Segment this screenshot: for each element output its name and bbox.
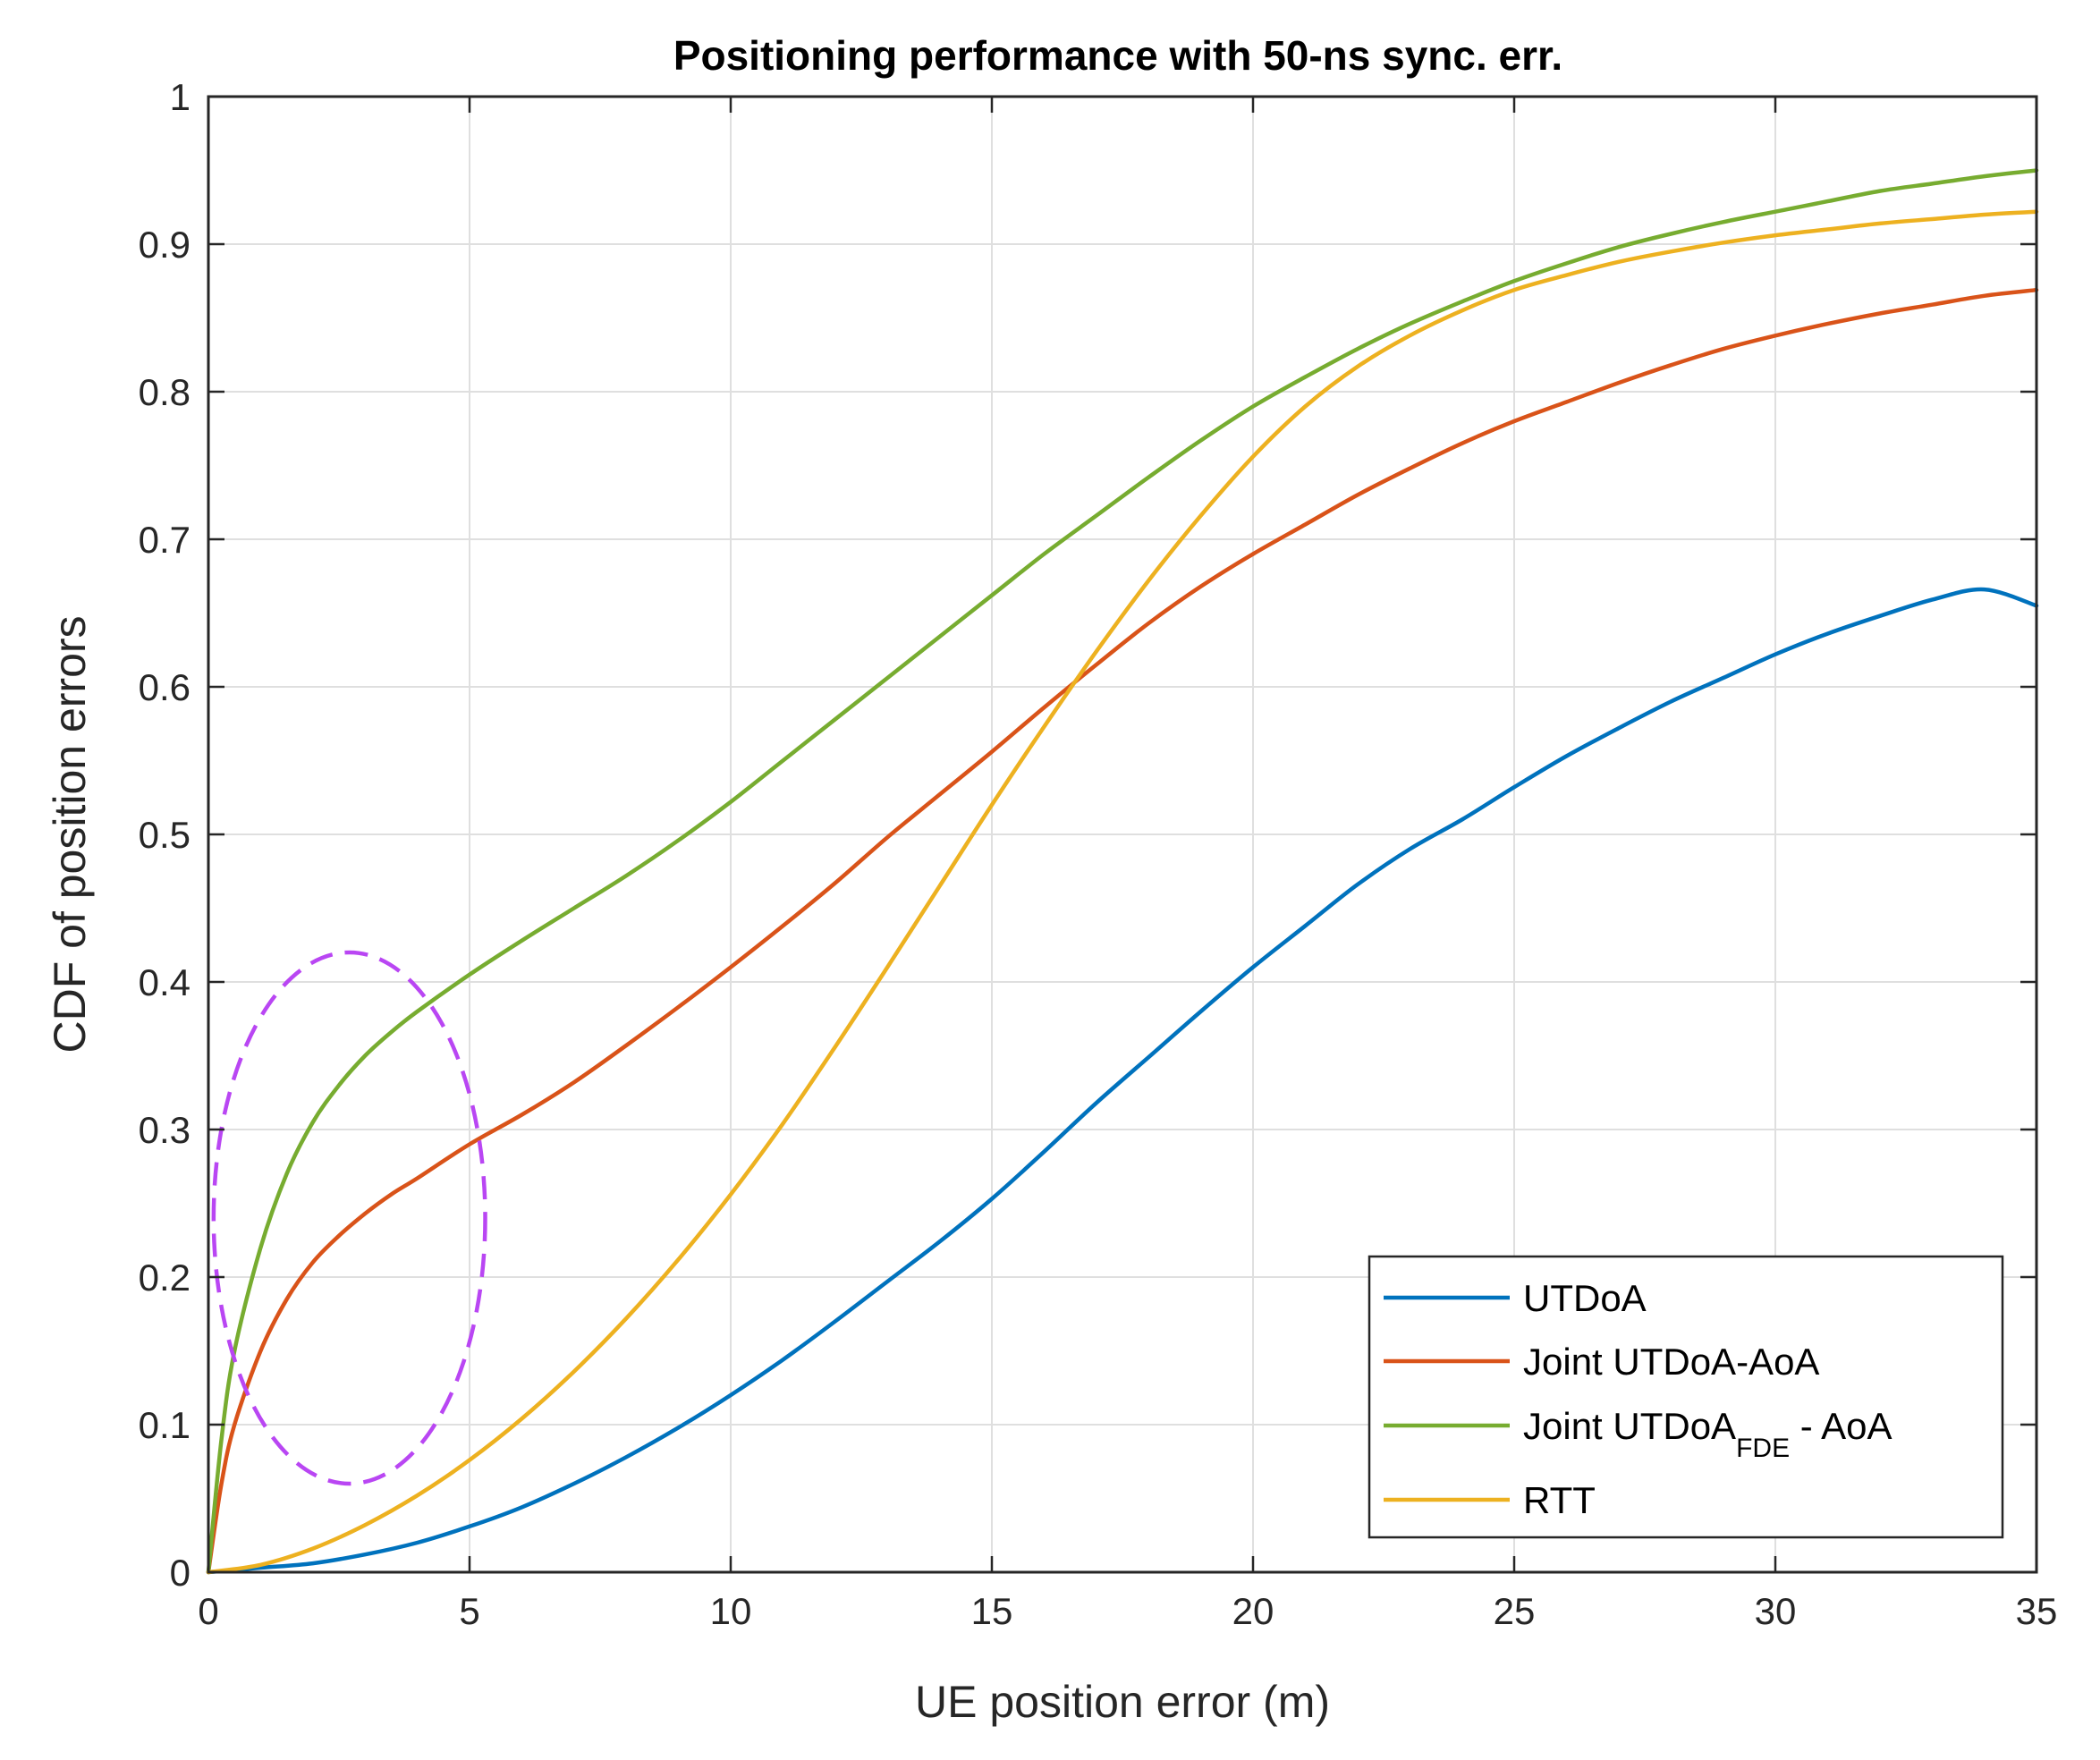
legend: UTDoA Joint UTDoA-AoA Joint UTDoAFDE - AoA… (1368, 1255, 2004, 1539)
x-tick-label: 25 (1494, 1590, 1536, 1632)
y-tick-label: 0.1 (139, 1404, 191, 1446)
series-line-utdoa (206, 587, 2039, 1575)
y-tick-label: 0.4 (139, 961, 191, 1003)
legend-label-utdoa: UTDoA (1523, 1277, 1647, 1319)
y-tick-label: 1 (170, 76, 191, 118)
y-tick-label: 0.8 (139, 371, 191, 413)
y-tick-label: 0.9 (139, 224, 191, 266)
y-tick-label: 0.2 (139, 1257, 191, 1299)
dashed-ellipse-annotation (211, 950, 487, 1486)
x-tick-label: 0 (198, 1590, 218, 1632)
x-tick-label: 30 (1755, 1590, 1797, 1632)
annotation-layer (211, 950, 487, 1486)
y-tick-label: 0.3 (139, 1109, 191, 1151)
x-tick-label: 10 (710, 1590, 752, 1632)
legend-label-joint-utdoa-fde-aoa: Joint UTDoAFDE - AoA (1523, 1405, 1892, 1463)
tick-labels: 0 5 10 15 20 25 30 35 0 0.1 0.2 0.3 0.4 0.5 0.6 0.7 0.8 0… (139, 76, 2058, 1632)
legend-box (1368, 1255, 2004, 1539)
y-axis-label: CDF of position errors (45, 615, 95, 1053)
y-tick-label: 0 (170, 1552, 191, 1594)
series-line-rtt (206, 209, 2039, 1575)
x-axis-label: UE position error (m) (915, 1677, 1330, 1727)
axes (207, 95, 2038, 1574)
x-tick-label: 35 (2016, 1590, 2058, 1632)
plot-lines (206, 168, 2039, 1575)
x-tick-label: 20 (1232, 1590, 1274, 1632)
y-tick-label: 0.6 (139, 666, 191, 708)
series-line-joint-utdoa-fde-aoa (206, 168, 2039, 1575)
series-line-joint-utdoa-aoa (206, 287, 2039, 1575)
legend-label-joint-utdoa-aoa: Joint UTDoA-AoA (1523, 1341, 1819, 1383)
legend-label-rtt: RTT (1523, 1479, 1596, 1521)
x-tick-label: 5 (459, 1590, 479, 1632)
chart-title: Positioning performance with 50-ns sync.… (673, 32, 1562, 79)
y-tick-label: 0.5 (139, 814, 191, 856)
y-tick-label: 0.7 (139, 519, 191, 561)
x-tick-label: 15 (971, 1590, 1013, 1632)
